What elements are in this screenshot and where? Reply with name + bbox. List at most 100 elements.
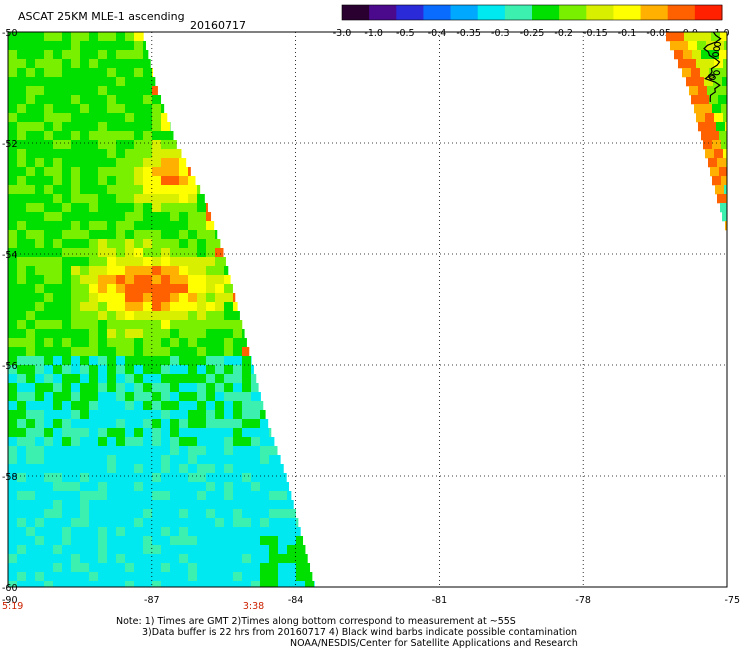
swath-cell — [89, 536, 99, 546]
swath-cell — [125, 329, 135, 339]
swath-cell — [8, 194, 18, 204]
swath-cell — [242, 473, 252, 483]
swath-cell — [17, 374, 27, 384]
swath-cell — [134, 392, 144, 402]
swath-cell — [8, 437, 18, 447]
swath-cell — [71, 545, 81, 555]
swath-cell — [35, 329, 45, 339]
swath-cell — [17, 491, 27, 501]
swath-cell — [233, 428, 243, 438]
swath-cell — [224, 365, 234, 375]
swath-cell — [71, 563, 81, 573]
swath-cell — [152, 383, 162, 393]
swath-cell — [8, 482, 18, 492]
swath-cell — [80, 554, 90, 564]
swath-cell — [197, 221, 207, 231]
swath-cell — [152, 482, 162, 492]
swath-cell — [170, 518, 180, 528]
swath-cell — [197, 383, 207, 393]
swath-cell — [269, 482, 279, 492]
swath-cell — [170, 248, 180, 258]
swath-cell — [134, 356, 144, 366]
swath-cell — [179, 149, 182, 159]
swath-cell — [152, 77, 156, 87]
swath-cell — [188, 320, 198, 330]
swath-cell — [710, 50, 720, 60]
swath-cell — [188, 374, 198, 384]
swath-cell — [80, 464, 90, 474]
colorbar-label: -0.5 — [396, 28, 415, 39]
swath-cell — [152, 446, 162, 456]
swath-cell — [125, 419, 135, 429]
swath-cell — [62, 329, 72, 339]
swath-cell — [251, 545, 261, 555]
swath-cell — [215, 446, 225, 456]
swath-cell — [8, 239, 18, 249]
swath-cell — [71, 500, 81, 510]
swath-cell — [152, 428, 162, 438]
swath-cell — [170, 311, 180, 321]
swath-cell — [134, 563, 144, 573]
swath-cell — [71, 302, 81, 312]
swath-cell — [188, 266, 198, 276]
swath-cell — [296, 563, 306, 573]
swath-cell — [17, 329, 27, 339]
swath-cell — [251, 572, 261, 582]
swath-cell — [62, 95, 72, 105]
swath-cell — [116, 284, 126, 294]
swath-cell — [71, 374, 81, 384]
swath-cell — [62, 518, 72, 528]
swath-cell — [44, 293, 54, 303]
swath-cell — [206, 257, 216, 267]
swath-cell — [161, 176, 171, 186]
swath-cell — [125, 257, 135, 267]
swath-cell — [143, 68, 153, 78]
swath-cell — [71, 167, 81, 177]
swath-cell — [80, 77, 90, 87]
swath-cell — [179, 194, 189, 204]
swath-cell — [71, 428, 81, 438]
swath-cell — [116, 32, 126, 42]
swath-cell — [8, 158, 18, 168]
swath-cell — [98, 95, 108, 105]
swath-cell — [71, 239, 81, 249]
swath-cell — [125, 311, 135, 321]
swath-cell — [188, 185, 198, 195]
swath-cell — [125, 302, 135, 312]
swath-cell — [233, 581, 243, 587]
swath-cell — [296, 581, 306, 587]
swath-cell — [35, 32, 45, 42]
swath-cell — [98, 410, 108, 420]
swath-cell — [134, 68, 144, 78]
swath-cell — [188, 221, 198, 231]
swath-cell — [719, 131, 727, 141]
swath-cell — [233, 401, 243, 411]
swath-cell — [125, 176, 135, 186]
swath-cell — [134, 491, 144, 501]
swath-cell — [98, 140, 108, 150]
swath-cell — [161, 239, 171, 249]
swath-cell — [89, 158, 99, 168]
swath-cell — [152, 347, 162, 357]
swath-cell — [197, 518, 207, 528]
swath-cell — [125, 104, 135, 114]
swath-cell — [152, 86, 158, 96]
swath-cell — [62, 446, 72, 456]
swath-cell — [8, 419, 18, 429]
swath-cell — [161, 230, 171, 240]
swath-cell — [134, 203, 144, 213]
swath-cell — [62, 230, 72, 240]
swath-cell — [53, 302, 63, 312]
swath-cell — [710, 131, 720, 141]
swath-cell — [197, 311, 207, 321]
swath-cell — [296, 518, 299, 528]
colorbar-swatch — [640, 5, 669, 20]
swath-cell — [44, 32, 54, 42]
swath-cell — [35, 185, 45, 195]
swath-cell — [125, 563, 135, 573]
swath-cell — [161, 149, 171, 159]
swath-cell — [296, 554, 306, 564]
swath-cell — [107, 356, 117, 366]
swath-cell — [44, 104, 54, 114]
swath-cell — [26, 392, 36, 402]
